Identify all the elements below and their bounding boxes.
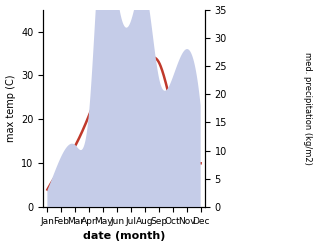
X-axis label: date (month): date (month) [83, 231, 165, 242]
Y-axis label: max temp (C): max temp (C) [5, 75, 16, 142]
Y-axis label: med. precipitation (kg/m2): med. precipitation (kg/m2) [303, 52, 313, 165]
